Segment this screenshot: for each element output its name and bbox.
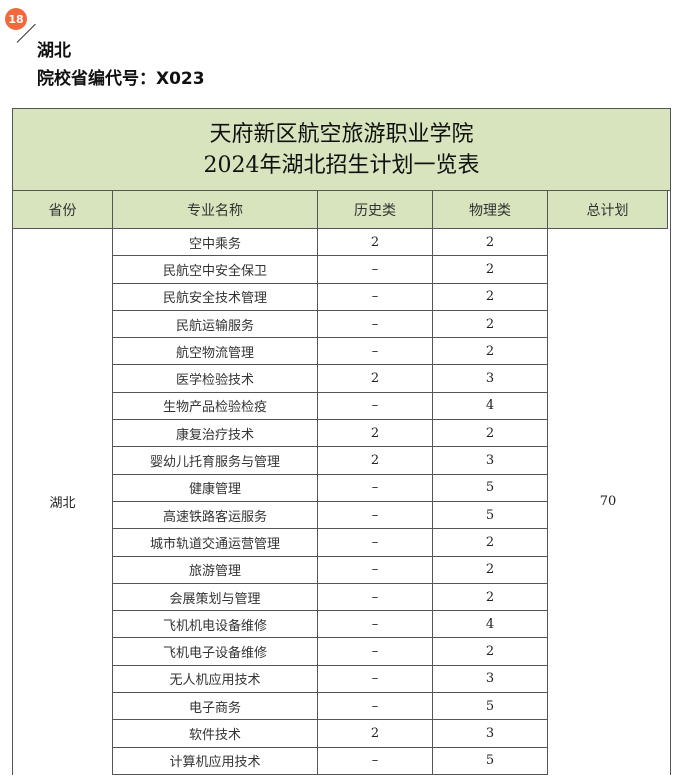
physics-cell: 2 [433,256,548,284]
major-cell: 生物产品检验检疫 [113,392,318,421]
header-total: 总计划 [548,191,668,229]
major-cell: 会展策划与管理 [113,583,318,612]
physics-cell: 3 [433,665,548,694]
major-cell: 民航安全技术管理 [113,283,318,311]
header-physics: 物理类 [433,191,548,229]
table-title-line2: 2024年湖北招生计划一览表 [203,152,480,178]
province-cell: 湖北 [13,229,113,775]
history-cell: 2 [318,229,433,257]
physics-cell: 2 [433,283,548,311]
physics-cell: 2 [433,420,548,448]
physics-cell: 3 [433,720,548,748]
physics-cell: 5 [433,474,548,502]
physics-cell: 2 [433,638,548,666]
physics-cell: 2 [433,310,548,339]
major-cell: 无人机应用技术 [113,665,318,694]
major-cell: 软件技术 [113,720,318,748]
history-cell: – [318,310,433,339]
province-heading: 湖北 [37,41,71,61]
table-title-line1: 天府新区航空旅游职业学院 [209,121,474,147]
major-cell: 城市轨道交通运营管理 [113,529,318,557]
physics-cell: 5 [433,747,548,775]
major-cell: 电子商务 [113,693,318,721]
physics-cell: 3 [433,365,548,393]
major-cell: 航空物流管理 [113,338,318,366]
history-cell: 2 [318,720,433,748]
physics-cell: 4 [433,392,548,421]
history-cell: 2 [318,365,433,393]
history-cell: – [318,638,433,666]
history-cell: 2 [318,447,433,475]
history-cell: 2 [318,420,433,448]
major-cell: 康复治疗技术 [113,420,318,448]
header-major: 专业名称 [113,191,318,229]
major-cell: 高速铁路客运服务 [113,501,318,530]
physics-cell: 2 [433,229,548,257]
history-cell: – [318,474,433,502]
history-cell: – [318,392,433,421]
history-cell: – [318,529,433,557]
history-cell: – [318,693,433,721]
physics-cell: 5 [433,693,548,721]
major-cell: 民航运输服务 [113,310,318,339]
history-cell: – [318,583,433,612]
history-cell: – [318,747,433,775]
major-cell: 民航空中安全保卫 [113,256,318,284]
history-cell: – [318,665,433,694]
page-number-badge: 18 [5,8,27,30]
physics-cell: 2 [433,338,548,366]
major-cell: 旅游管理 [113,556,318,584]
major-cell: 计算机应用技术 [113,747,318,775]
major-cell: 婴幼儿托育服务与管理 [113,447,318,475]
history-cell: – [318,611,433,639]
history-cell: – [318,556,433,584]
history-cell: – [318,283,433,311]
major-cell: 飞机机电设备维修 [113,611,318,639]
header-province: 省份 [13,191,113,229]
physics-cell: 2 [433,529,548,557]
table-title: 天府新区航空旅游职业学院 2024年湖北招生计划一览表 [13,109,670,191]
physics-cell: 2 [433,583,548,612]
enrollment-table: 天府新区航空旅游职业学院 2024年湖北招生计划一览表 省份 专业名称 历史类 … [12,108,671,775]
history-cell: – [318,256,433,284]
history-cell: – [318,338,433,366]
major-cell: 健康管理 [113,474,318,502]
school-code: 院校省编代号：X023 [37,69,205,89]
major-cell: 医学检验技术 [113,365,318,393]
header-history: 历史类 [318,191,433,229]
physics-cell: 3 [433,447,548,475]
total-cell: 70 [599,494,617,510]
physics-cell: 4 [433,611,548,639]
table-grid: 省份 专业名称 历史类 物理类 总计划 湖北 70 空中乘务 2 2 民航空中安全保卫… [13,191,670,775]
physics-cell: 5 [433,501,548,530]
history-cell: – [318,501,433,530]
physics-cell: 2 [433,556,548,584]
major-cell: 空中乘务 [113,229,318,257]
major-cell: 飞机电子设备维修 [113,638,318,666]
